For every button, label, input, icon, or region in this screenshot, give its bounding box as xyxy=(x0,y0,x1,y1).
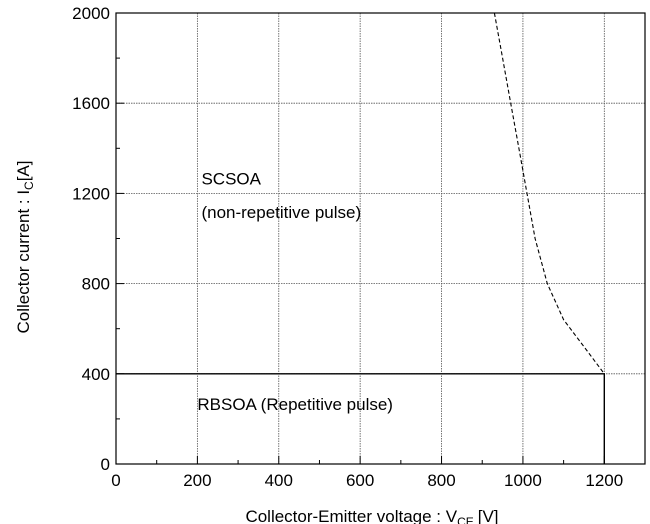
x-tick-label: 800 xyxy=(427,471,455,490)
y-tick-label: 800 xyxy=(82,275,110,294)
y-tick-label: 0 xyxy=(101,455,110,474)
annotation-label: (non-repetitive pulse) xyxy=(201,203,361,222)
x-axis-label: Collector-Emitter voltage : VCE [V] xyxy=(245,507,498,524)
tick-labels: 0 200 400 600 800 1000 1200 0 400 800 1200 1600 2000 xyxy=(72,4,623,490)
x-tick-label: 600 xyxy=(346,471,374,490)
scsoa-boundary-line xyxy=(493,12,605,375)
y-tick-label: 2000 xyxy=(72,4,110,23)
x-tick-label: 1000 xyxy=(504,471,542,490)
y-axis-label: Collector current : IC[A] xyxy=(14,160,36,333)
x-tick-label: 1200 xyxy=(585,471,623,490)
annotation-label: RBSOA (Repetitive pulse) xyxy=(197,395,393,414)
y-tick-label: 1600 xyxy=(72,94,110,113)
plot-frame xyxy=(115,12,646,465)
x-tick-label: 0 xyxy=(111,471,120,490)
x-tick-label: 400 xyxy=(265,471,293,490)
x-tick-label: 200 xyxy=(183,471,211,490)
series-layer xyxy=(116,12,605,464)
y-tick-label: 400 xyxy=(82,365,110,384)
annotation-label: SCSOA xyxy=(201,169,261,188)
y-tick-label: 1200 xyxy=(72,184,110,203)
rbsoa-boundary-line xyxy=(116,373,605,464)
annotations: SCSOA (non-repetitive pulse) RBSOA (Repeti… xyxy=(197,169,393,414)
